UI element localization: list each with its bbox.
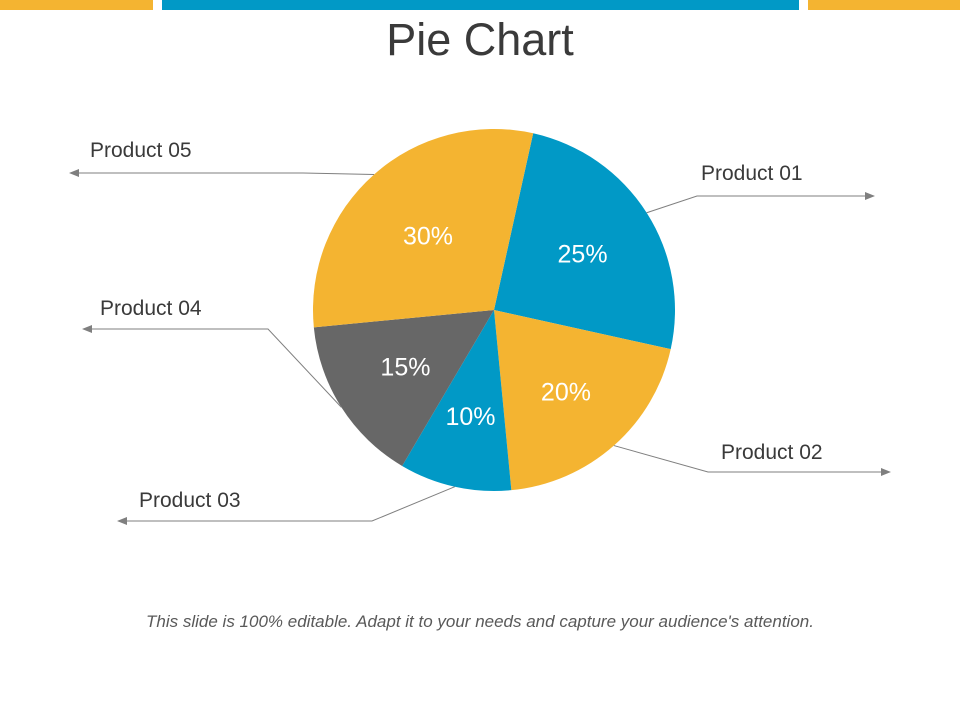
pie-slice-product-02	[494, 310, 671, 491]
pie-slice-product-01	[494, 133, 676, 350]
pie-slice-product-03	[402, 310, 512, 491]
category-label: Product 01	[701, 162, 803, 185]
category-label: Product 05	[90, 139, 192, 162]
category-label: Product 04	[100, 297, 202, 320]
footer-caption: This slide is 100% editable. Adapt it to…	[146, 612, 814, 631]
category-label: Product 02	[721, 441, 823, 464]
pie-slice-product-05	[312, 128, 534, 328]
slice-value-label: 30%	[403, 222, 453, 250]
top-accent-bar-left	[0, 0, 153, 10]
leader-line-arrow	[117, 486, 456, 525]
top-accent-bar-center	[162, 0, 799, 10]
pie-slice-product-04	[313, 310, 494, 466]
leader-line-arrow	[613, 445, 891, 476]
leader-line-arrow	[646, 192, 875, 214]
slice-value-label: 20%	[541, 378, 591, 406]
leader-line-arrow	[69, 169, 375, 177]
slice-value-label: 15%	[380, 353, 430, 381]
page-title: Pie Chart	[386, 14, 574, 65]
slice-value-label: 10%	[445, 403, 495, 431]
top-accent-bar-right	[808, 0, 960, 10]
leader-line-arrow	[82, 325, 342, 408]
category-label: Product 03	[139, 489, 241, 512]
slice-value-label: 25%	[558, 241, 608, 269]
